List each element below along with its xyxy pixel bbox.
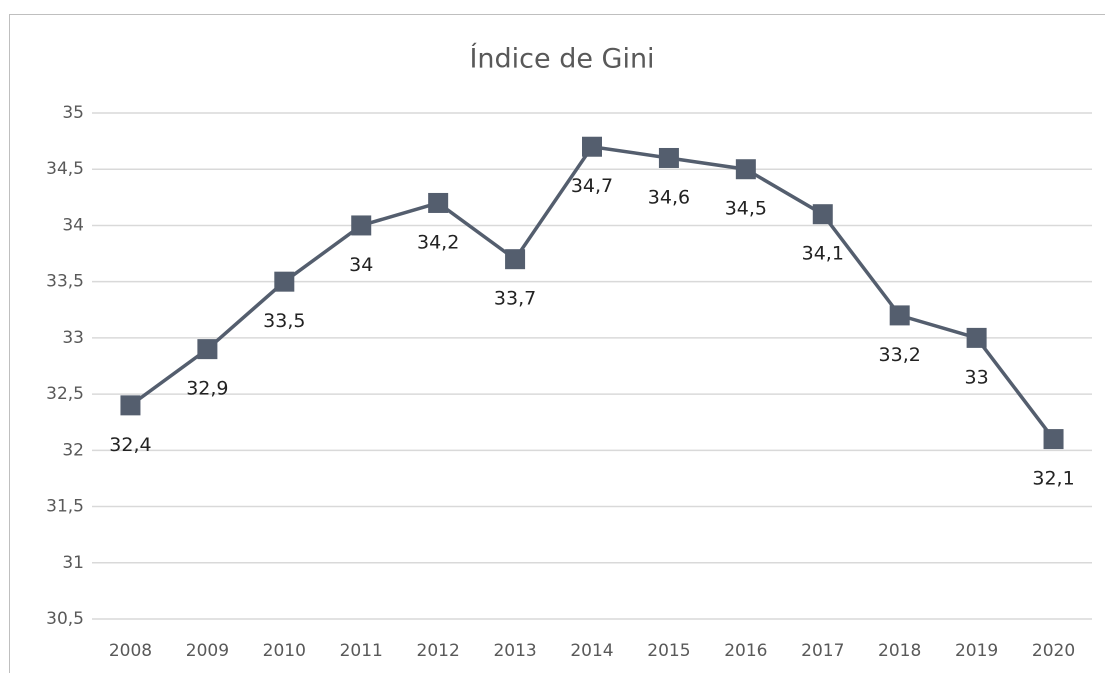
data-label: 34 <box>349 254 373 276</box>
marker <box>966 327 987 348</box>
data-label: 34,1 <box>802 243 844 265</box>
x-tick-label: 2014 <box>570 641 613 661</box>
x-tick-label: 2019 <box>955 641 998 661</box>
marker <box>812 204 833 225</box>
x-tick-label: 2011 <box>340 641 383 661</box>
x-tick-label: 2020 <box>1032 641 1075 661</box>
data-label: 32,9 <box>186 378 228 400</box>
x-tick-label: 2008 <box>109 641 152 661</box>
data-label: 33,7 <box>494 288 536 310</box>
y-tick-label: 31 <box>62 553 84 573</box>
data-label: 34,7 <box>571 175 613 197</box>
y-tick-label: 32,5 <box>46 384 84 404</box>
data-label: 32,1 <box>1032 468 1074 490</box>
x-tick-label: 2017 <box>801 641 844 661</box>
marker <box>274 271 295 292</box>
marker <box>658 147 679 168</box>
x-tick-label: 2009 <box>186 641 229 661</box>
marker <box>582 136 602 157</box>
y-tick-label: 35 <box>62 103 84 123</box>
marker <box>120 395 141 416</box>
y-tick-label: 34 <box>62 215 84 235</box>
x-tick-label: 2013 <box>493 641 536 661</box>
marker <box>735 159 756 180</box>
marker <box>197 339 218 360</box>
y-tick-label: 33,5 <box>46 272 84 292</box>
marker <box>351 215 372 236</box>
x-tick-label: 2010 <box>263 641 306 661</box>
chart-title: Índice de Gini <box>469 43 654 75</box>
marker <box>1043 429 1064 450</box>
y-tick-label: 34,5 <box>46 159 84 179</box>
y-tick-label: 30,5 <box>46 609 84 629</box>
x-tick-label: 2015 <box>647 641 690 661</box>
data-label: 34,6 <box>648 186 690 208</box>
data-label: 32,4 <box>109 434 151 456</box>
y-tick-label: 32 <box>62 440 84 460</box>
marker <box>428 192 449 213</box>
x-tick-label: 2016 <box>724 641 767 661</box>
data-label: 34,2 <box>417 231 459 253</box>
data-label: 33,2 <box>879 344 921 366</box>
data-label: 33 <box>965 366 989 388</box>
x-tick-label: 2012 <box>417 641 460 661</box>
marker <box>889 305 910 326</box>
y-tick-label: 33 <box>62 328 84 348</box>
data-label: 34,5 <box>725 198 767 220</box>
y-tick-label: 31,5 <box>46 497 84 517</box>
data-label: 33,5 <box>263 310 305 332</box>
marker <box>505 249 526 270</box>
x-tick-label: 2018 <box>878 641 921 661</box>
